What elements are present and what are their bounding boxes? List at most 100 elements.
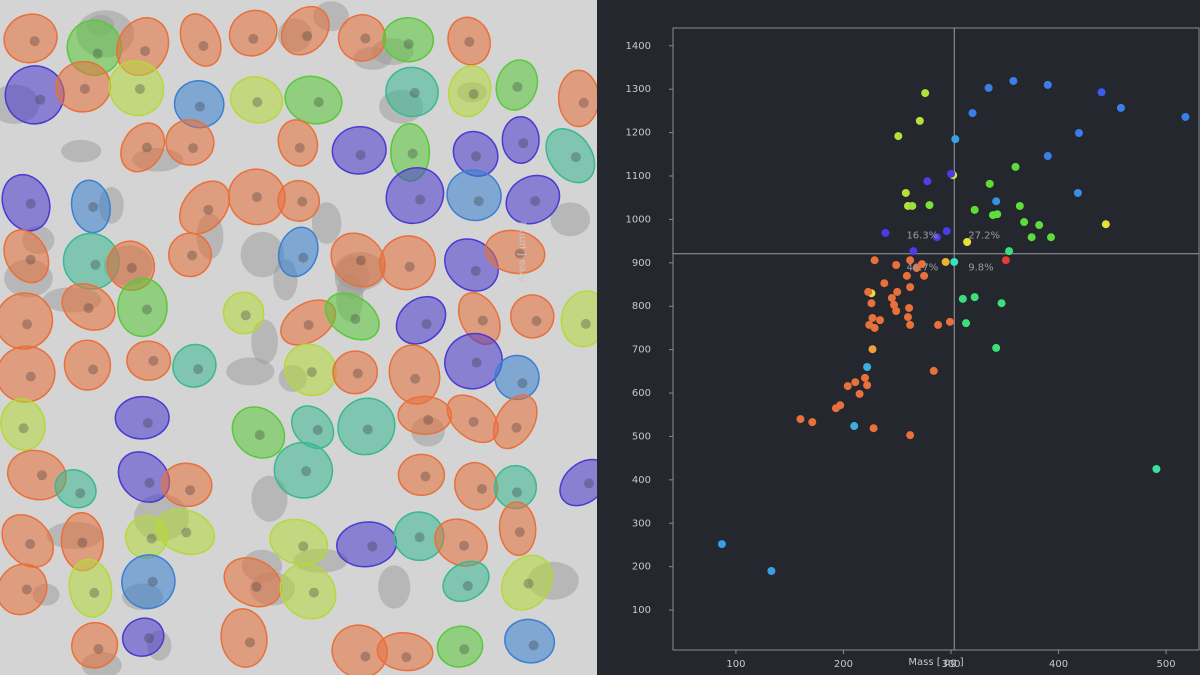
point	[985, 179, 994, 188]
point	[851, 378, 860, 387]
nucleus	[298, 252, 309, 263]
cell	[484, 229, 546, 275]
nucleus	[403, 39, 414, 50]
nucleus	[410, 373, 421, 384]
nucleus	[404, 261, 415, 272]
nucleus	[578, 97, 589, 108]
nucleus	[511, 487, 522, 498]
plot-panel	[597, 0, 1200, 675]
nucleus	[142, 418, 153, 429]
cell	[0, 345, 56, 403]
cell	[277, 179, 321, 222]
y-tick-label: 200	[632, 562, 651, 573]
nucleus	[415, 194, 426, 205]
cell	[446, 169, 502, 222]
nucleus	[140, 46, 151, 57]
point	[1047, 233, 1056, 242]
point	[863, 381, 872, 390]
point	[951, 135, 960, 144]
background-cell	[251, 319, 279, 365]
point	[923, 177, 932, 186]
nucleus	[414, 532, 425, 543]
cell	[492, 394, 538, 450]
point	[1152, 464, 1161, 473]
point	[925, 201, 934, 210]
background-cell	[311, 202, 342, 244]
point	[894, 132, 903, 141]
nucleus	[360, 651, 371, 662]
cell	[280, 5, 330, 56]
nucleus	[528, 640, 539, 651]
cell	[165, 119, 215, 166]
cell	[494, 354, 540, 401]
nucleus	[36, 470, 47, 481]
cell	[382, 16, 435, 63]
nucleus	[531, 316, 542, 327]
cell	[222, 291, 265, 335]
point	[1181, 112, 1190, 121]
background-cell	[251, 475, 288, 522]
cell	[68, 558, 113, 618]
nucleus	[360, 33, 371, 44]
cell	[283, 343, 337, 397]
cell	[385, 167, 445, 225]
point	[970, 205, 979, 214]
nucleus	[198, 40, 209, 51]
cell	[114, 395, 170, 440]
point	[958, 294, 967, 303]
point	[1009, 76, 1018, 85]
point	[992, 197, 1001, 206]
cell	[223, 557, 283, 608]
point	[831, 404, 840, 413]
nucleus	[25, 371, 36, 382]
y-tick-label: 700	[632, 345, 651, 356]
nucleus	[25, 254, 36, 265]
cell	[117, 451, 171, 503]
nucleus	[518, 138, 529, 149]
cell	[436, 625, 484, 668]
y-tick-label: 400	[632, 475, 651, 486]
cell	[376, 632, 434, 672]
nucleus	[251, 581, 262, 592]
nucleus	[313, 97, 324, 108]
cell	[62, 232, 120, 290]
y-tick-label: 500	[632, 431, 651, 442]
point	[881, 228, 890, 237]
point	[968, 109, 977, 118]
background-cell	[378, 565, 411, 609]
point	[876, 316, 885, 325]
nucleus	[252, 97, 263, 108]
point	[870, 323, 879, 332]
cell	[495, 59, 539, 111]
nucleus	[580, 318, 591, 329]
x-axis-label: Mass [ pg ]	[908, 657, 963, 668]
nucleus	[126, 262, 137, 273]
quadrant-label: 27.2%	[968, 231, 1000, 242]
point	[908, 201, 917, 210]
nucleus	[35, 94, 46, 105]
nucleus	[203, 204, 214, 215]
cell	[116, 277, 168, 338]
cell	[0, 398, 46, 451]
nucleus	[25, 198, 36, 209]
nucleus	[420, 471, 431, 482]
point	[993, 210, 1002, 219]
cell	[397, 453, 446, 497]
point	[864, 287, 873, 296]
nucleus	[471, 151, 482, 162]
cell	[277, 119, 319, 167]
cell	[330, 232, 386, 288]
nucleus	[464, 36, 475, 47]
y-tick-label: 900	[632, 258, 651, 269]
point	[867, 299, 876, 308]
nucleus	[476, 483, 487, 494]
nucleus	[147, 576, 158, 587]
point	[947, 169, 956, 178]
nucleus	[514, 527, 525, 538]
point	[941, 257, 950, 266]
cell	[179, 180, 231, 235]
y-tick-label: 800	[632, 301, 651, 312]
quadrant-label: 46.7%	[906, 263, 938, 274]
nucleus	[462, 580, 473, 591]
nucleus	[79, 83, 90, 94]
